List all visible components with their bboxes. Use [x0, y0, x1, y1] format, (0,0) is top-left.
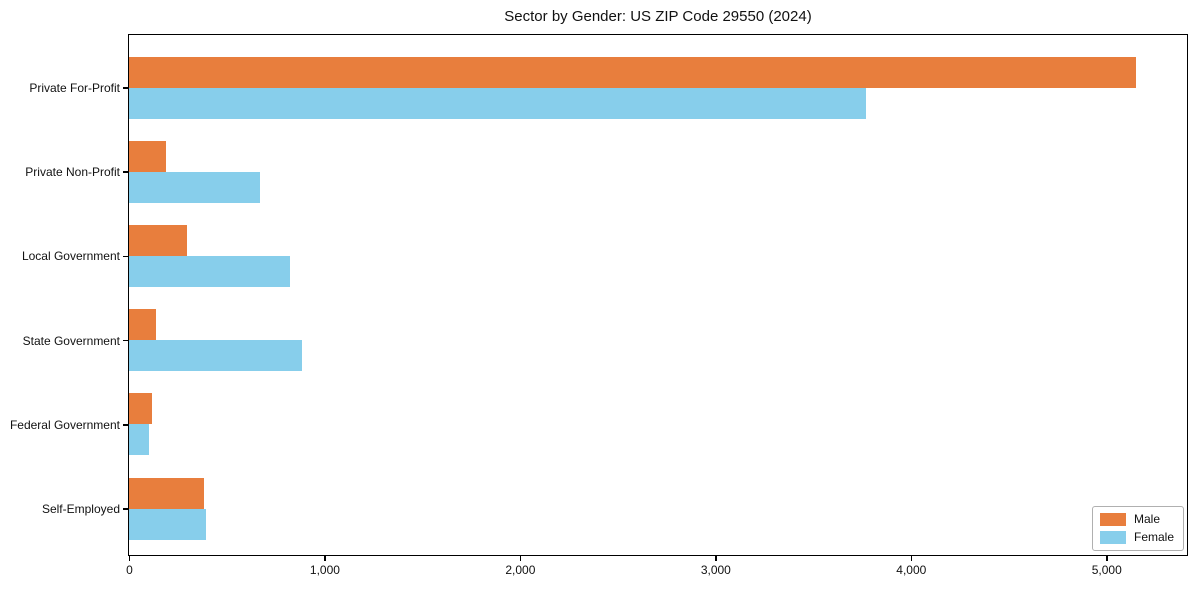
y-axis-label-private-non-profit: Private Non-Profit: [25, 165, 120, 180]
y-axis-label-federal-government: Federal Government: [9, 417, 120, 432]
male-legend-label: Male: [1133, 512, 1160, 526]
legend-item-male: Male: [1099, 512, 1174, 526]
y-tick-mark: [123, 424, 128, 426]
x-tick-mark: [1106, 556, 1108, 561]
y-tick-mark: [123, 255, 128, 258]
y-axis-label-self-employed: Self-Employed: [41, 502, 120, 516]
male-legend-swatch: [1099, 513, 1126, 526]
chart-title: Sector by Gender: US ZIP Code 29550 (202…: [504, 8, 812, 25]
plot-area: Male Female: [128, 34, 1188, 556]
x-tick-mark: [910, 556, 913, 561]
bar-male-private-non-profit: [129, 140, 167, 172]
female-legend-swatch: [1099, 531, 1126, 544]
x-tick-mark: [324, 556, 326, 561]
bar-male-self-employed: [129, 477, 205, 509]
y-tick-mark: [123, 508, 128, 510]
bar-female-federal-government: [129, 424, 149, 456]
bar-female-private-non-profit: [129, 171, 260, 203]
y-axis-label-private-for-profit: Private For-Profit: [29, 81, 120, 95]
female-legend-label: Female: [1133, 530, 1174, 544]
x-tick-mark: [128, 556, 131, 561]
bar-male-local-government: [129, 224, 187, 256]
y-axis-label-local-government: Local Government: [21, 249, 120, 264]
bar-female-local-government: [129, 255, 291, 287]
x-axis-label-4-000: 4,000: [896, 563, 927, 577]
x-axis-label-5-000: 5,000: [1091, 563, 1122, 577]
bar-male-state-government: [129, 309, 157, 341]
x-axis-label-2-000: 2,000: [505, 563, 536, 577]
bar-male-private-for-profit: [129, 56, 1136, 88]
y-tick-mark: [123, 171, 128, 173]
x-tick-mark: [519, 556, 522, 561]
bar-female-state-government: [129, 340, 302, 372]
y-tick-mark: [123, 87, 128, 89]
x-axis-label-0: 0: [126, 563, 133, 577]
x-axis-label-3-000: 3,000: [700, 563, 731, 577]
legend-item-female: Female: [1099, 530, 1174, 544]
x-axis-label-1-000: 1,000: [309, 563, 340, 577]
bar-female-self-employed: [129, 508, 207, 540]
y-tick-mark: [123, 339, 128, 342]
y-axis-label-state-government: State Government: [22, 333, 120, 348]
x-tick-mark: [715, 556, 717, 561]
legend: Male Female: [1091, 506, 1184, 551]
bar-female-private-for-profit: [129, 87, 866, 119]
bar-male-federal-government: [129, 393, 153, 425]
